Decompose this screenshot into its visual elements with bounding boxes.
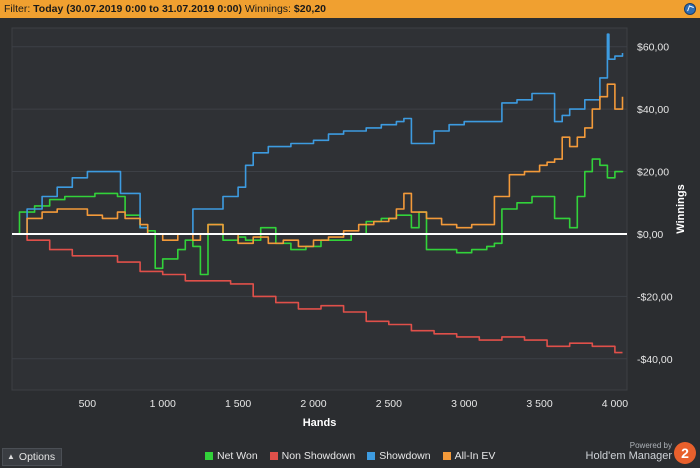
legend-item-showdown[interactable]: Showdown xyxy=(367,450,431,462)
winnings-value: $20,20 xyxy=(293,3,327,15)
y-axis: -$40,00 -$20,00 $0,00 $20,00 $40,00 $60,00 xyxy=(637,42,673,366)
legend-swatch xyxy=(269,452,278,460)
x-tick-label: 3 500 xyxy=(526,398,552,410)
legend-label: Showdown xyxy=(379,450,431,462)
options-label: Options xyxy=(18,451,56,463)
x-axis: 500 1 000 1 500 2 000 2 500 3 000 3 500 4 000 xyxy=(79,398,629,410)
y-tick-label: $60,00 xyxy=(637,42,669,54)
y-tick-label: $20,00 xyxy=(637,167,669,179)
series-lines xyxy=(12,33,624,354)
legend-swatch xyxy=(205,452,213,460)
x-tick-label: 2 000 xyxy=(300,398,326,410)
legend-label: Non Showdown xyxy=(281,450,356,462)
filter-date-range: Today (30.07.2019 0:00 to 31.07.2019 0:0… xyxy=(33,3,242,15)
legend-label: All-In EV xyxy=(454,450,496,462)
plot-area xyxy=(11,27,628,391)
x-tick-label: 1 000 xyxy=(150,398,176,410)
filter-settings-icon[interactable] xyxy=(684,3,696,15)
expand-up-icon: ▲ xyxy=(7,452,15,461)
options-button[interactable]: ▲ Options xyxy=(2,448,63,466)
powered-by-text: Powered by xyxy=(629,441,672,450)
series-line-all-in-ev xyxy=(12,83,624,248)
legend-item-non-showdown[interactable]: Non Showdown xyxy=(269,450,356,462)
chart-svg: 500 1 000 1 500 2 000 2 500 3 000 3 500 4 000 -… xyxy=(11,27,687,429)
series-line-net-won xyxy=(12,158,624,276)
filter-label: Filter: xyxy=(4,3,31,15)
bottom-bar: ▲ Options Net Won Non Showdown Showdown … xyxy=(0,440,700,468)
y-axis-label: Winnings xyxy=(675,184,687,233)
x-axis-label: Hands xyxy=(303,417,337,429)
powered-by: Powered by Hold'em Manager xyxy=(586,441,672,462)
legend-item-net-won[interactable]: Net Won xyxy=(205,450,258,462)
legend: Net Won Non Showdown Showdown All-In EV xyxy=(205,450,495,462)
filter-bar: Filter: Today (30.07.2019 0:00 to 31.07.… xyxy=(0,0,700,18)
y-tick-label: $0,00 xyxy=(637,229,663,241)
x-tick-label: 3 000 xyxy=(451,398,477,410)
x-tick-label: 2 500 xyxy=(376,398,402,410)
y-tick-label: $40,00 xyxy=(637,104,669,116)
legend-label: Net Won xyxy=(217,450,258,462)
x-tick-label: 1 500 xyxy=(225,398,251,410)
series-line-non-showdown xyxy=(12,233,623,354)
legend-item-all-in-ev[interactable]: All-In EV xyxy=(442,450,496,462)
y-tick-label: -$20,00 xyxy=(637,291,673,303)
winnings-label: Winnings: xyxy=(244,3,291,15)
hm-logo-icon: 2 xyxy=(674,442,696,464)
y-tick-label: -$40,00 xyxy=(637,354,673,366)
winnings-chart: 500 1 000 1 500 2 000 2 500 3 000 3 500 4 000 -… xyxy=(0,18,700,440)
x-tick-label: 4 000 xyxy=(602,398,628,410)
x-tick-label: 500 xyxy=(79,398,97,410)
legend-swatch xyxy=(442,452,451,460)
legend-swatch xyxy=(367,452,376,460)
brand-name: Hold'em Manager xyxy=(585,450,672,462)
series-line-showdown xyxy=(12,33,624,235)
